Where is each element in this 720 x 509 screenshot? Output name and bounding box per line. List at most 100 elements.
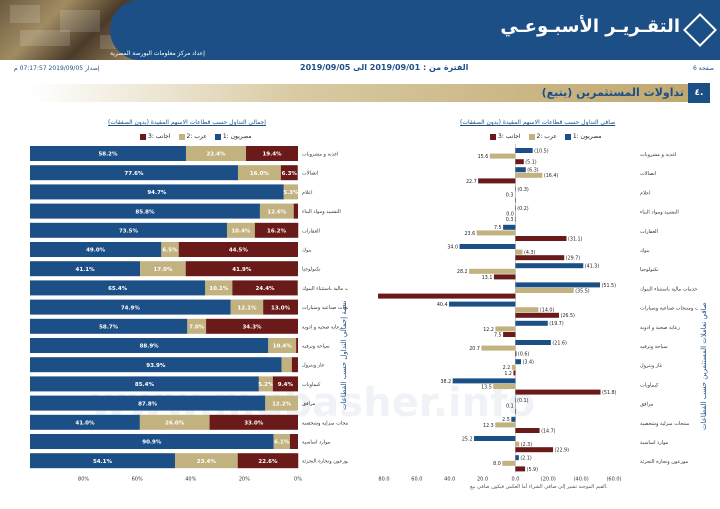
bar-segment — [30, 414, 140, 430]
category-label: سياحة وترفيه — [302, 344, 330, 350]
bar — [476, 230, 516, 236]
category-label: غاز وبترول — [640, 363, 663, 369]
bar-segment — [258, 376, 273, 392]
tick-label: (20.0) — [541, 476, 556, 482]
tick-label: 0.0 — [511, 476, 519, 482]
data-label: 77.6% — [124, 171, 144, 177]
bar-segment — [205, 280, 233, 296]
category-label: منتجات منزلية وشخصية — [640, 421, 690, 427]
tick-label: 20% — [239, 476, 250, 482]
bar-segment — [140, 261, 186, 277]
data-label: (22.9) — [555, 448, 570, 454]
data-label: 0.1 — [506, 404, 514, 410]
data-label: 22.6% — [258, 459, 278, 465]
bar-segment — [265, 395, 298, 411]
data-label: (35.5) — [575, 288, 590, 294]
bar — [515, 455, 519, 461]
header-wave — [110, 0, 280, 60]
bar-segment — [30, 357, 282, 373]
data-label: 54.1% — [93, 459, 113, 465]
right-vertical-label: صافي تعاملات المستثمرين حسب القطاعات — [700, 302, 708, 430]
data-label: 34.3% — [242, 325, 262, 331]
tick-label: 80% — [78, 476, 89, 482]
data-label: 28.2 — [457, 269, 468, 275]
data-label: (41.3) — [585, 264, 600, 270]
data-label: 88.9% — [140, 344, 160, 350]
data-label: (14.7) — [541, 428, 556, 434]
category-label: مرافق — [302, 401, 316, 407]
footnote: القيم الموجبة تشير إلى صافي الشراء أما ا… — [470, 484, 608, 490]
tick-label: 60.0 — [411, 476, 422, 482]
report-period: الفترة من : 2019/09/01 الى 2019/09/05 — [300, 63, 469, 72]
bar-segment — [283, 184, 298, 200]
legend-label: اجانب :3 — [148, 133, 171, 140]
data-label: 13.1 — [482, 275, 493, 281]
bar — [515, 359, 522, 365]
bar-segment — [30, 395, 266, 411]
bar — [515, 351, 517, 357]
bar-segment — [259, 203, 294, 219]
bar-segment — [185, 261, 298, 277]
bar — [515, 447, 554, 453]
bar-segment — [254, 222, 299, 238]
category-label: اعلام — [302, 190, 312, 196]
bar-segment — [161, 242, 179, 257]
tick-label: 40.0 — [444, 476, 455, 482]
category-label: موزعون وتجارة التجزئة — [640, 459, 688, 465]
data-label: 23.4% — [197, 459, 217, 465]
bar-segment — [232, 280, 298, 296]
legend-item: اجانب :3 — [490, 133, 521, 140]
legend-item: مصريون :1 — [564, 133, 602, 140]
category-label: موارد اساسية — [302, 440, 331, 446]
data-label: 6.3% — [282, 171, 298, 177]
bar — [515, 186, 516, 192]
category-label: خدمات ومنتجات صناعية وسيارات — [640, 306, 698, 312]
bar — [515, 441, 520, 447]
data-label: 44.5% — [229, 248, 249, 254]
bar — [515, 249, 523, 255]
bar — [515, 466, 526, 472]
bar-segment — [268, 338, 297, 353]
data-label: 93.9% — [146, 363, 166, 369]
bar — [515, 320, 548, 326]
data-label: 74.9% — [121, 305, 141, 311]
data-label: 1.2 — [504, 371, 512, 377]
data-label: 16.0% — [250, 171, 270, 177]
category-label: منتجات منزلية وشخصية — [302, 420, 348, 426]
category-label: رعاية صحية و ادوية — [640, 325, 681, 331]
data-label: (29.7) — [566, 256, 581, 262]
data-label: (21.6) — [552, 340, 567, 346]
left-stacked-bar-chart: 58.2% 22.4% 19.4% اغذية و مشروبات 77.6% 16.0%… — [30, 146, 348, 482]
category-label: بنوك — [640, 248, 650, 254]
legend-label: مصريون :1 — [572, 133, 602, 140]
data-label: (51.8) — [602, 390, 617, 396]
tick-label: 20.0 — [477, 476, 488, 482]
bar — [515, 428, 540, 433]
category-label: اتصالات — [640, 171, 656, 177]
bar — [511, 416, 516, 422]
data-label: 12.2 — [483, 327, 494, 333]
data-label: 7.0% — [189, 325, 205, 331]
category-label: بنوك — [302, 248, 312, 254]
bar-segment — [30, 146, 186, 161]
data-label: 12.3 — [483, 423, 494, 429]
bar — [514, 192, 516, 197]
right-net-bar-chart: (10.5) 15.6 (5.1) اغذية و مشروبات (6.3) (16.4… — [378, 144, 698, 482]
category-label: خدمات مالية باستثناء البنوك — [302, 286, 348, 292]
bar-segment — [296, 338, 298, 353]
data-label: 26.0% — [165, 421, 185, 427]
data-label: 22.7 — [466, 179, 477, 185]
data-label: 49.0% — [86, 248, 106, 254]
data-label: 20.7 — [469, 346, 480, 352]
bar — [515, 288, 574, 293]
data-label: (4.3) — [524, 250, 536, 256]
right-legend: اجانب :3 عرب :2 مصريون :1 — [490, 133, 602, 140]
bar-segment — [246, 146, 298, 161]
bar — [511, 364, 516, 370]
bar-segment — [280, 165, 298, 181]
bar — [515, 255, 565, 261]
data-label: 17.0% — [153, 267, 173, 273]
logo-icon — [683, 13, 717, 47]
data-label: 13.0% — [271, 305, 291, 311]
right-chart-title: صافي التداول حسب قطاعات الاسهم المقيدة (… — [460, 119, 616, 126]
